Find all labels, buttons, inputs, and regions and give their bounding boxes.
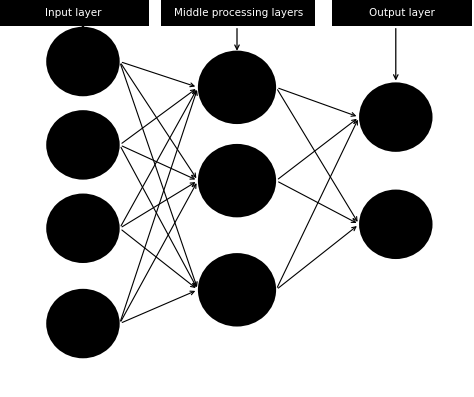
Text: Input layer: Input layer: [45, 8, 102, 18]
Text: Output layer: Output layer: [369, 8, 435, 18]
Ellipse shape: [46, 289, 119, 358]
Ellipse shape: [198, 253, 276, 326]
Ellipse shape: [359, 190, 432, 259]
Ellipse shape: [46, 194, 119, 263]
Bar: [332, 0, 472, 26]
Text: Middle processing layers: Middle processing layers: [174, 8, 303, 18]
Ellipse shape: [359, 83, 432, 152]
Ellipse shape: [198, 50, 276, 124]
Ellipse shape: [46, 27, 119, 96]
Ellipse shape: [46, 110, 119, 179]
Bar: [0, 0, 149, 26]
Ellipse shape: [198, 144, 276, 218]
Bar: [161, 0, 315, 26]
